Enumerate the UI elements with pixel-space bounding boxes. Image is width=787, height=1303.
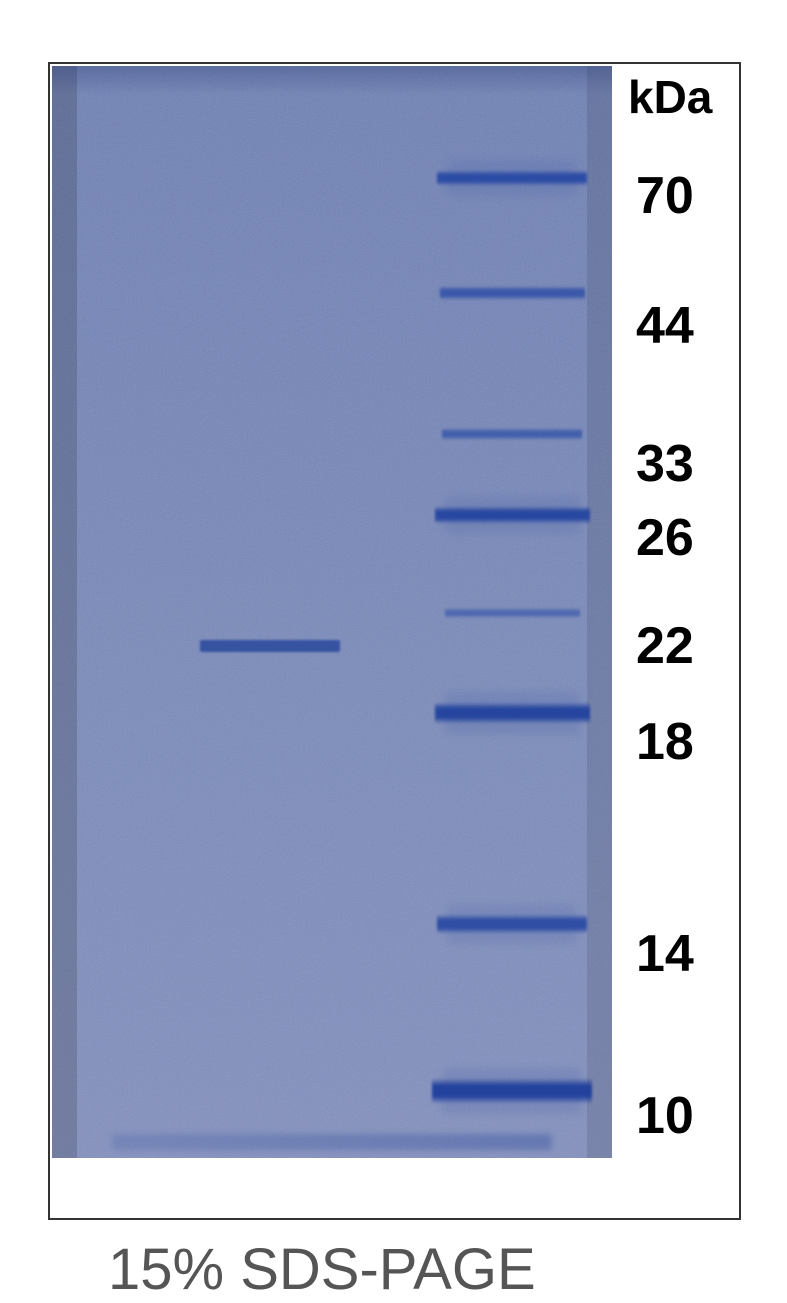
unit-label: kDa xyxy=(628,70,712,124)
marker-label-70: 70 xyxy=(636,166,694,226)
ladder-smear xyxy=(447,160,577,196)
marker-label-10: 10 xyxy=(636,1086,694,1146)
well-region xyxy=(52,66,612,94)
gel-region xyxy=(52,66,612,1158)
marker-label-22: 22 xyxy=(636,616,694,676)
ladder-smear xyxy=(442,1068,582,1114)
marker-label-26: 26 xyxy=(636,508,694,568)
ladder-smear xyxy=(445,496,580,534)
marker-label-14: 14 xyxy=(636,924,694,984)
marker-label-44: 44 xyxy=(636,296,694,356)
ladder-band-33 xyxy=(442,428,582,440)
ladder-smear xyxy=(447,904,577,944)
marker-label-33: 33 xyxy=(636,434,694,494)
ladder-band-44 xyxy=(440,286,585,300)
ladder-band-22 xyxy=(445,608,580,618)
dye-front xyxy=(112,1134,552,1150)
gel-caption: 15% SDS-PAGE xyxy=(108,1236,536,1303)
ladder-smear xyxy=(445,692,580,734)
marker-label-18: 18 xyxy=(636,712,694,772)
sample-band xyxy=(200,640,340,652)
